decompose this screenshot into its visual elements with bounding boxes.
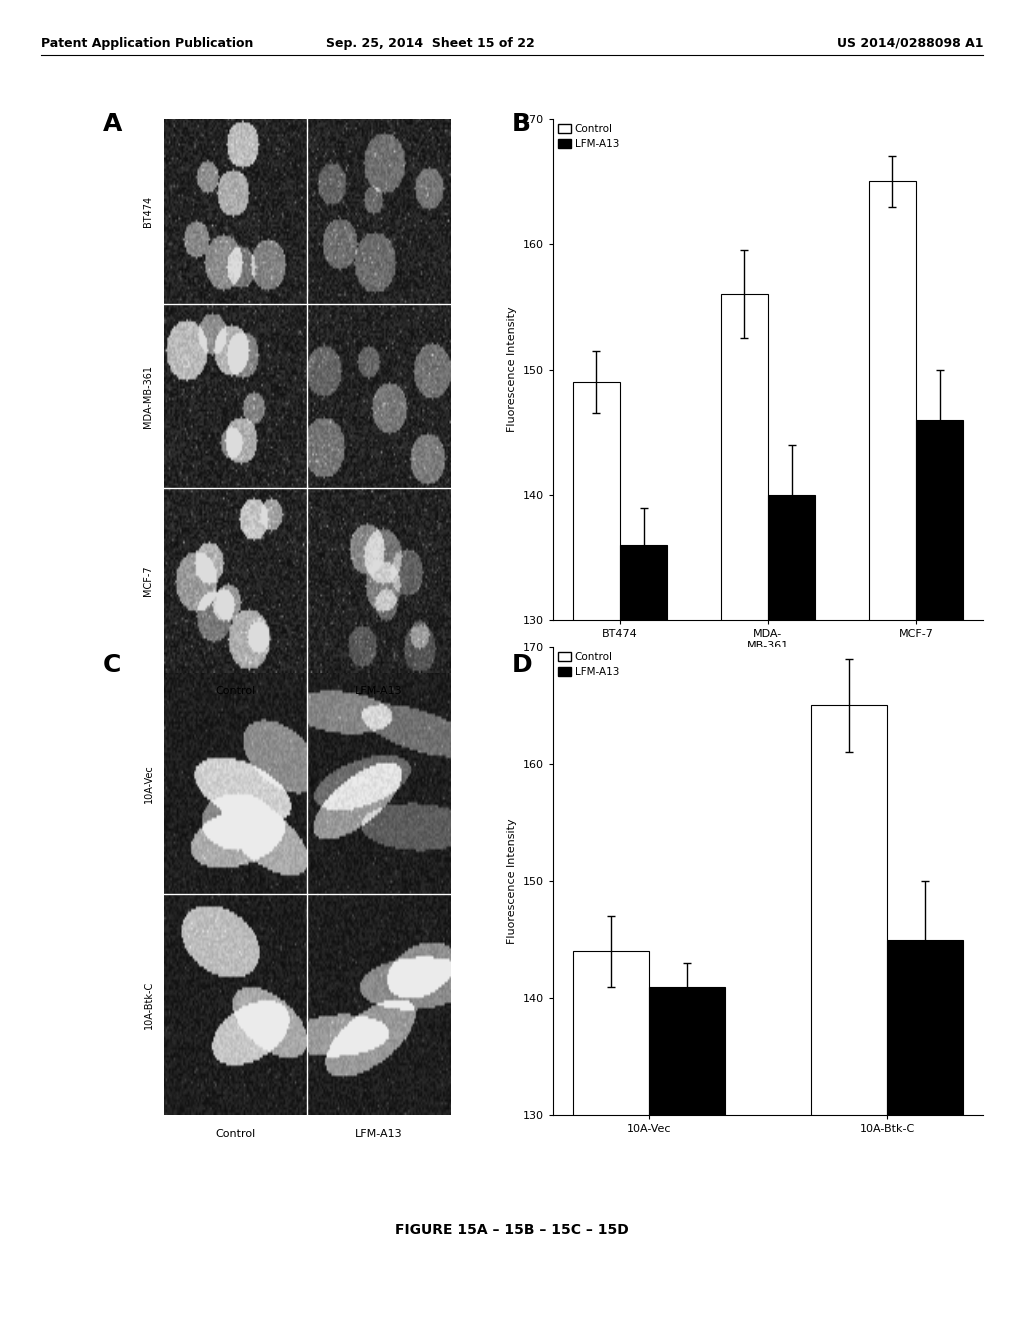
Text: BT474: BT474 <box>143 195 154 227</box>
Text: Control: Control <box>215 1129 256 1139</box>
Text: Patent Application Publication: Patent Application Publication <box>41 37 253 50</box>
Bar <box>887 940 964 1320</box>
Bar <box>649 986 725 1320</box>
Bar <box>620 545 668 1320</box>
Bar <box>572 383 620 1320</box>
Text: 10A-Vec: 10A-Vec <box>143 764 154 803</box>
Text: A: A <box>102 112 122 136</box>
Text: MCF-7: MCF-7 <box>143 565 154 597</box>
Bar <box>721 294 768 1320</box>
Text: Control: Control <box>215 686 256 697</box>
Text: C: C <box>102 653 121 677</box>
Text: B: B <box>512 112 531 136</box>
Text: Sep. 25, 2014  Sheet 15 of 22: Sep. 25, 2014 Sheet 15 of 22 <box>326 37 535 50</box>
Y-axis label: Fluorescence Intensity: Fluorescence Intensity <box>507 818 517 944</box>
Text: LFM-A13: LFM-A13 <box>355 1129 402 1139</box>
Legend: Control, LFM-A13: Control, LFM-A13 <box>558 652 620 677</box>
Bar <box>811 705 887 1320</box>
Text: US 2014/0288098 A1: US 2014/0288098 A1 <box>837 37 983 50</box>
Bar <box>572 952 649 1320</box>
Y-axis label: Fluorescence Intensity: Fluorescence Intensity <box>507 306 517 433</box>
Bar <box>868 181 916 1320</box>
Text: MDA-MB-361: MDA-MB-361 <box>143 364 154 428</box>
Text: D: D <box>512 653 532 677</box>
Bar <box>768 495 815 1320</box>
Bar <box>916 420 964 1320</box>
Text: 10A-Btk-C: 10A-Btk-C <box>143 981 154 1030</box>
Text: FIGURE 15A – 15B – 15C – 15D: FIGURE 15A – 15B – 15C – 15D <box>395 1224 629 1237</box>
Text: LFM-A13: LFM-A13 <box>355 686 402 697</box>
Legend: Control, LFM-A13: Control, LFM-A13 <box>558 124 620 149</box>
